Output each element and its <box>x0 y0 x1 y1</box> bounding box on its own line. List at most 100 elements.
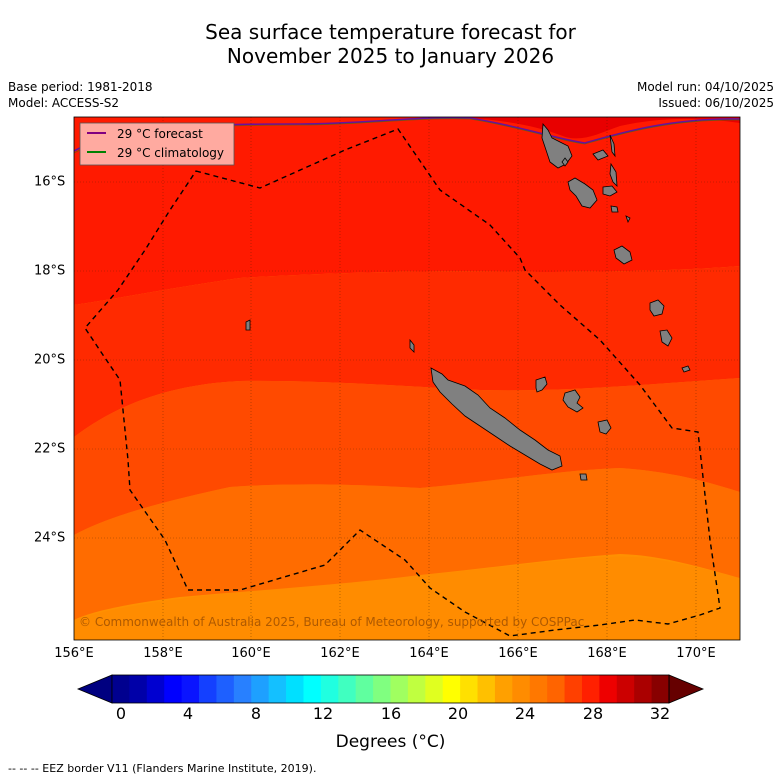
colorbar-cell <box>129 675 148 703</box>
colorbar-tick-20: 20 <box>447 704 469 723</box>
legend-climatology-label: 29 °C climatology <box>117 146 224 160</box>
lat-label-16s: 16°S <box>34 174 66 190</box>
colorbar-low-extend <box>76 674 113 704</box>
chesterfield-reef <box>245 319 251 331</box>
colorbar-tick-4: 4 <box>182 704 194 723</box>
colorbar-cell <box>616 675 635 703</box>
lon-label-170: 170°E <box>676 646 716 661</box>
band-31 <box>430 117 740 139</box>
colorbar-cell <box>320 675 339 703</box>
colorbar-cell <box>634 675 652 703</box>
malakula <box>567 177 598 209</box>
pentecost <box>609 162 618 188</box>
maewo <box>609 134 616 158</box>
aneityum <box>681 365 691 373</box>
lon-label-160: 160°E <box>231 646 271 661</box>
colorbar-cell <box>547 675 565 703</box>
lon-label-158: 158°E <box>143 646 183 661</box>
lat-label-20s: 20°S <box>34 352 66 368</box>
lon-label-166: 166°E <box>498 646 538 661</box>
colorbar-cell <box>112 675 130 703</box>
graticule <box>74 117 740 640</box>
colorbar-cell <box>286 675 304 703</box>
colorbar-cell <box>529 675 548 703</box>
issued-date: Issued: 06/10/2025 <box>658 96 774 110</box>
ile-des-pins <box>579 473 588 481</box>
lat-label-18s: 18°S <box>34 263 66 279</box>
colorbar-tick-24: 24 <box>514 704 536 723</box>
mare <box>597 419 612 435</box>
colorbar-cell <box>233 675 252 703</box>
colorbar-tick-12: 12 <box>312 704 334 723</box>
lon-label-164: 164°E <box>409 646 449 661</box>
colorbar-cell <box>651 675 670 703</box>
colorbar-cell <box>425 675 444 703</box>
malo <box>561 157 569 167</box>
lifou <box>562 389 584 413</box>
colorbar-tick-8: 8 <box>250 704 262 723</box>
lat-label-22s: 22°S <box>34 441 66 457</box>
map-legend: 29 °C forecast 29 °C climatology <box>79 122 235 166</box>
colorbar-cell <box>146 675 165 703</box>
sst-contour-field <box>74 117 740 640</box>
model-name: Model: ACCESS-S2 <box>8 96 120 110</box>
colorbar-cell <box>494 675 513 703</box>
ambae <box>592 149 609 161</box>
landmass <box>245 122 691 481</box>
colorbar-cell <box>303 675 322 703</box>
colorbar-cell <box>181 675 200 703</box>
erromango <box>649 299 665 317</box>
band-27 <box>74 468 740 620</box>
colorbar-cell <box>338 675 357 703</box>
band-26 <box>74 556 740 640</box>
colorbar-cell <box>460 675 478 703</box>
colorbar <box>76 674 705 704</box>
efate <box>613 245 633 265</box>
band-29 <box>74 266 740 437</box>
colorbar-cell <box>251 675 270 703</box>
colorbar-cell <box>216 675 235 703</box>
colorbar-cell <box>199 675 217 703</box>
lat-label-24s: 24°S <box>34 530 66 546</box>
colorbar-cell <box>390 675 409 703</box>
colorbar-tick-0: 0 <box>115 704 127 723</box>
epi <box>610 205 619 213</box>
legend-forecast-label: 29 °C forecast <box>117 127 203 141</box>
model-run: Model run: 04/10/2025 <box>636 80 774 94</box>
espiritu-santo <box>541 122 573 169</box>
ouvea <box>535 376 548 393</box>
shepherd-islands <box>625 215 631 224</box>
colorbar-cell <box>512 675 531 703</box>
base-period: Base period: 1981-2018 <box>8 80 153 94</box>
band-30 <box>74 117 740 305</box>
colorbar-cell <box>407 675 426 703</box>
colorbar-cell <box>164 675 183 703</box>
eez-border <box>84 128 721 637</box>
colorbar-cell <box>581 675 600 703</box>
ambrym <box>602 185 618 197</box>
colorbar-cell <box>564 675 583 703</box>
colorbar-cell <box>355 675 374 703</box>
lon-label-162: 162°E <box>320 646 360 661</box>
band-28 <box>74 378 740 535</box>
lon-label-156: 156°E <box>54 646 94 661</box>
colorbar-tick-28: 28 <box>582 704 604 723</box>
colorbar-cell <box>373 675 391 703</box>
colorbar-cell <box>599 675 618 703</box>
new-caledonia <box>430 367 563 471</box>
colorbar-cell <box>268 675 287 703</box>
tanna <box>659 329 673 347</box>
lon-label-168: 168°E <box>587 646 627 661</box>
colorbar-title: Degrees (°C) <box>335 732 446 752</box>
colorbar-tick-16: 16 <box>380 704 402 723</box>
eez-footnote: -- -- -- EEZ border V11 (Flanders Marine… <box>8 762 317 775</box>
title-line-1: Sea surface temperature forecast for <box>205 20 576 44</box>
colorbar-high-extend <box>668 674 705 704</box>
colorbar-tick-32: 32 <box>649 704 671 723</box>
title-line-2: November 2025 to January 2026 <box>226 44 555 68</box>
colorbar-cells <box>112 675 670 703</box>
belep-islands <box>409 338 415 353</box>
colorbar-cell <box>477 675 496 703</box>
copyright-notice: © Commonwealth of Australia 2025, Bureau… <box>79 615 584 629</box>
